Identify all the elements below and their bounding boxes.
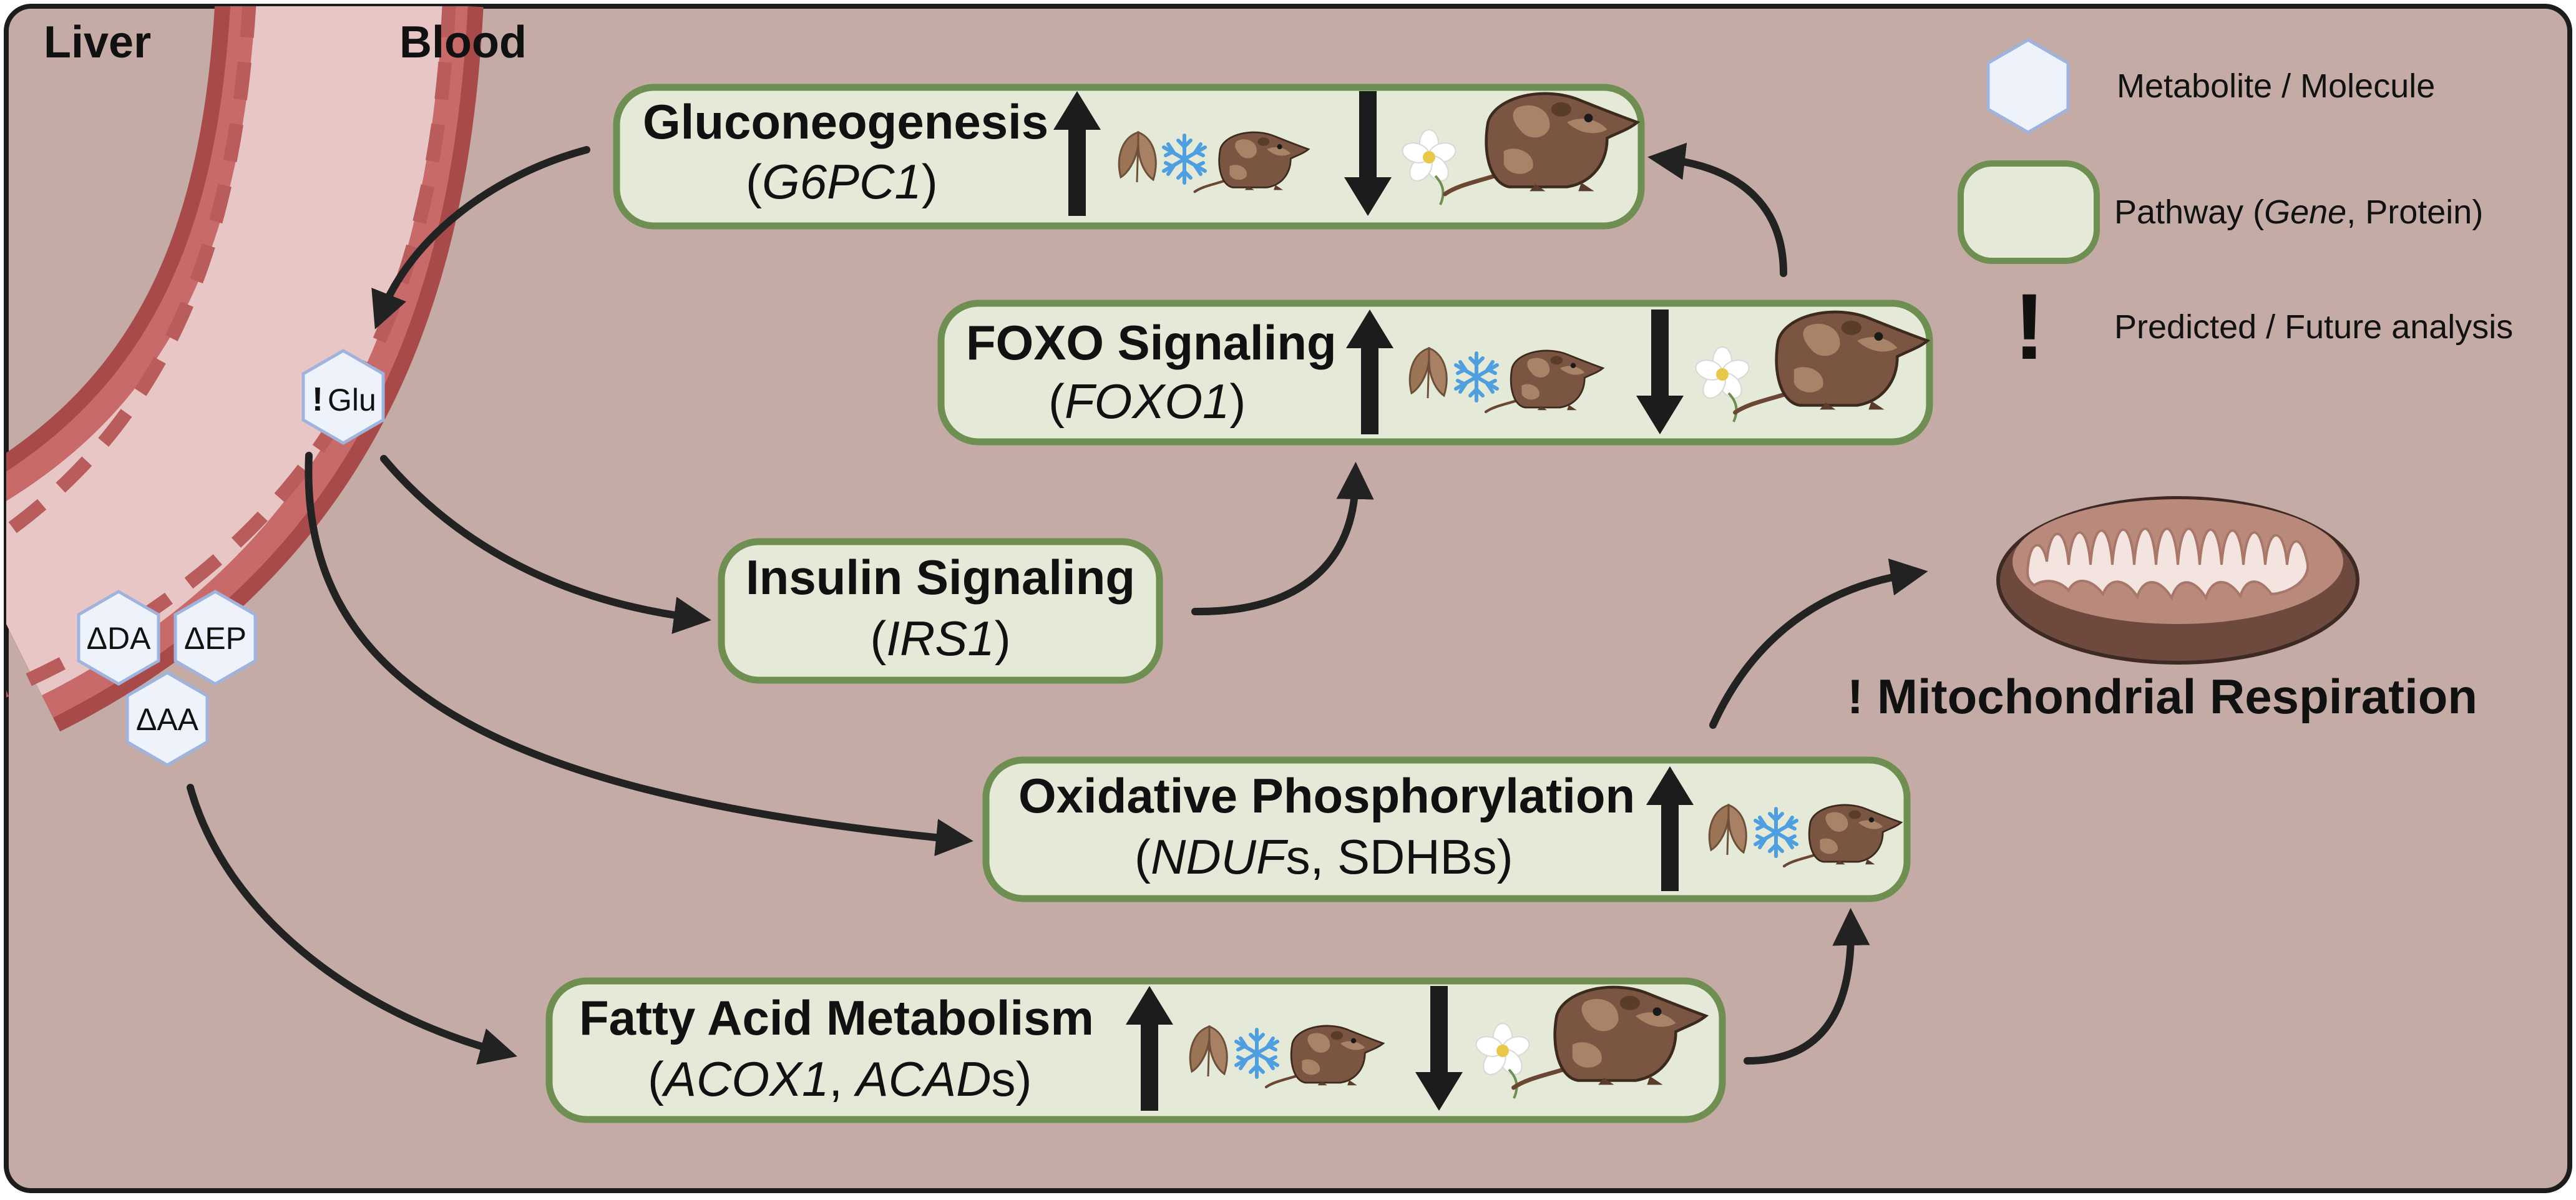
da-label: ΔDA [87, 621, 152, 656]
legend-metabolite-label: Metabolite / Molecule [2117, 67, 2435, 105]
legend-pathway-swatch [1958, 160, 2100, 264]
legend-predicted-label: Predicted / Future analysis [2114, 308, 2513, 346]
glu-predicted-mark: ! [312, 381, 323, 418]
arrow-aa-to-fatty [187, 784, 517, 1065]
ep-label: ΔEP [184, 621, 246, 656]
glu-metabolite: ! Glu [303, 351, 383, 443]
fatty-title: Fatty Acid Metabolism [579, 990, 1094, 1045]
legend: Metabolite / Molecule Pathway (Gene, Pro… [1958, 40, 2513, 379]
arrow-insulin-to-foxo [1191, 462, 1374, 616]
arrow-glu-to-insulin [380, 455, 711, 634]
ep-metabolite: ΔEP [175, 592, 255, 684]
gluconeogenesis-gene: (G6PC1) [746, 154, 938, 209]
fatty-gene: (ACOX1, ACADs) [648, 1051, 1032, 1106]
pathway-box [718, 538, 1163, 684]
mitochondria-predicted-mark: ! [1847, 669, 1863, 724]
arrow-foxo-to-gluconeogenesis [1647, 142, 1787, 277]
glu-label: Glu [328, 383, 376, 417]
arrow-fatty-to-oxphos [1744, 908, 1870, 1065]
blood-vessel [6, 6, 484, 732]
aa-label: ΔAA [136, 702, 199, 737]
blood-label: Blood [399, 17, 527, 67]
oxphos-title: Oxidative Phosphorylation [1018, 768, 1635, 823]
foxo-pathway: FOXO Signaling (FOXO1) [937, 300, 1933, 446]
insulin-pathway: Insulin Signaling (IRS1) [718, 538, 1163, 684]
oxphos-pathway: Oxidative Phosphorylation (NDUFs, SDHBs) [982, 756, 1911, 902]
insulin-title: Insulin Signaling [746, 550, 1135, 605]
foxo-gene: (FOXO1) [1048, 374, 1246, 429]
mitochondrion-icon [1996, 496, 2359, 665]
mitochondria-label: Mitochondrial Respiration [1877, 669, 2477, 724]
aa-metabolite: ΔAA [127, 673, 207, 765]
da-metabolite: ΔDA [79, 592, 159, 684]
legend-predicted-mark: ! [2014, 274, 2045, 379]
insulin-gene: (IRS1) [870, 611, 1010, 666]
arrow-oxphos-to-mitochondria [1709, 559, 1928, 729]
liver-label: Liver [44, 17, 151, 67]
fatty-acid-pathway: Fatty Acid Metabolism (ACOX1, ACADs) [545, 977, 1726, 1123]
connector-arrows [187, 142, 1928, 1065]
foxo-title: FOXO Signaling [966, 315, 1337, 370]
oxphos-gene: (NDUFs, SDHBs) [1134, 829, 1513, 884]
arrow-glu-to-oxphos [305, 452, 973, 856]
legend-pathway-label: Pathway (Gene, Protein) [2114, 193, 2483, 231]
arrow-gluconeogenesis-to-glu [371, 146, 590, 329]
gluconeogenesis-title: Gluconeogenesis [643, 94, 1048, 149]
gluconeogenesis-pathway: Gluconeogenesis (G6PC1) [613, 84, 1645, 230]
